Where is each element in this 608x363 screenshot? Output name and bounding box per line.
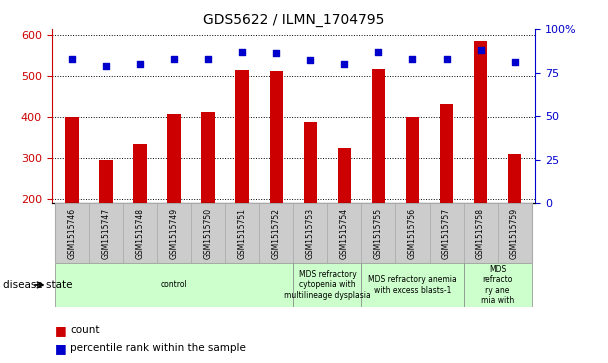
Text: GSM1515751: GSM1515751 xyxy=(238,208,247,259)
Bar xyxy=(406,117,420,281)
Bar xyxy=(371,69,385,281)
Point xyxy=(475,47,485,53)
Bar xyxy=(89,203,123,263)
Text: control: control xyxy=(161,281,188,289)
Text: GSM1515748: GSM1515748 xyxy=(136,208,145,259)
Bar xyxy=(167,114,181,281)
Point xyxy=(136,61,145,67)
Bar xyxy=(440,104,454,281)
Bar xyxy=(55,203,89,263)
Bar xyxy=(327,203,361,263)
Bar xyxy=(395,203,429,263)
Text: GSM1515759: GSM1515759 xyxy=(510,208,519,259)
Point xyxy=(339,61,349,67)
Bar xyxy=(65,117,79,281)
Point xyxy=(204,56,213,62)
Text: disease state: disease state xyxy=(3,280,72,290)
Bar xyxy=(226,203,260,263)
Text: GSM1515752: GSM1515752 xyxy=(272,208,281,259)
Text: MDS
refracto
ry ane
mia with: MDS refracto ry ane mia with xyxy=(481,265,514,305)
Bar xyxy=(55,263,293,307)
Point xyxy=(441,56,451,62)
Point xyxy=(407,56,417,62)
Text: GSM1515758: GSM1515758 xyxy=(476,208,485,259)
Text: GSM1515746: GSM1515746 xyxy=(67,208,77,259)
Bar xyxy=(192,203,226,263)
Point xyxy=(305,57,315,63)
Text: percentile rank within the sample: percentile rank within the sample xyxy=(70,343,246,354)
Bar xyxy=(269,71,283,281)
Point xyxy=(272,50,282,56)
Text: GSM1515747: GSM1515747 xyxy=(102,208,111,259)
Text: GSM1515749: GSM1515749 xyxy=(170,208,179,259)
Bar xyxy=(429,203,463,263)
Text: ■: ■ xyxy=(55,324,66,337)
Point xyxy=(373,49,383,54)
Bar xyxy=(463,203,497,263)
Text: GSM1515756: GSM1515756 xyxy=(408,208,417,259)
Bar xyxy=(361,263,463,307)
Text: GSM1515753: GSM1515753 xyxy=(306,208,315,259)
Bar xyxy=(123,203,157,263)
Point xyxy=(102,63,111,69)
Bar xyxy=(463,263,531,307)
Text: count: count xyxy=(70,325,100,335)
Bar xyxy=(508,154,522,281)
Point xyxy=(170,56,179,62)
Point xyxy=(238,49,247,54)
Bar xyxy=(201,112,215,281)
Text: GSM1515750: GSM1515750 xyxy=(204,208,213,259)
Bar xyxy=(260,203,293,263)
Bar xyxy=(99,160,113,281)
Bar xyxy=(235,70,249,281)
Point xyxy=(510,59,519,65)
Bar xyxy=(474,41,488,281)
Text: MDS refractory
cytopenia with
multilineage dysplasia: MDS refractory cytopenia with multilinea… xyxy=(284,270,371,300)
Text: GSM1515754: GSM1515754 xyxy=(340,208,349,259)
Title: GDS5622 / ILMN_1704795: GDS5622 / ILMN_1704795 xyxy=(202,13,384,26)
Bar xyxy=(337,148,351,281)
Bar xyxy=(361,203,395,263)
Text: MDS refractory anemia
with excess blasts-1: MDS refractory anemia with excess blasts… xyxy=(368,275,457,295)
Bar xyxy=(303,122,317,281)
Bar xyxy=(497,203,531,263)
Point xyxy=(67,56,77,62)
Text: ■: ■ xyxy=(55,342,66,355)
Bar xyxy=(133,144,147,281)
Bar xyxy=(293,263,361,307)
Bar xyxy=(157,203,192,263)
Text: GSM1515757: GSM1515757 xyxy=(442,208,451,259)
Bar xyxy=(293,203,327,263)
Text: GSM1515755: GSM1515755 xyxy=(374,208,383,259)
